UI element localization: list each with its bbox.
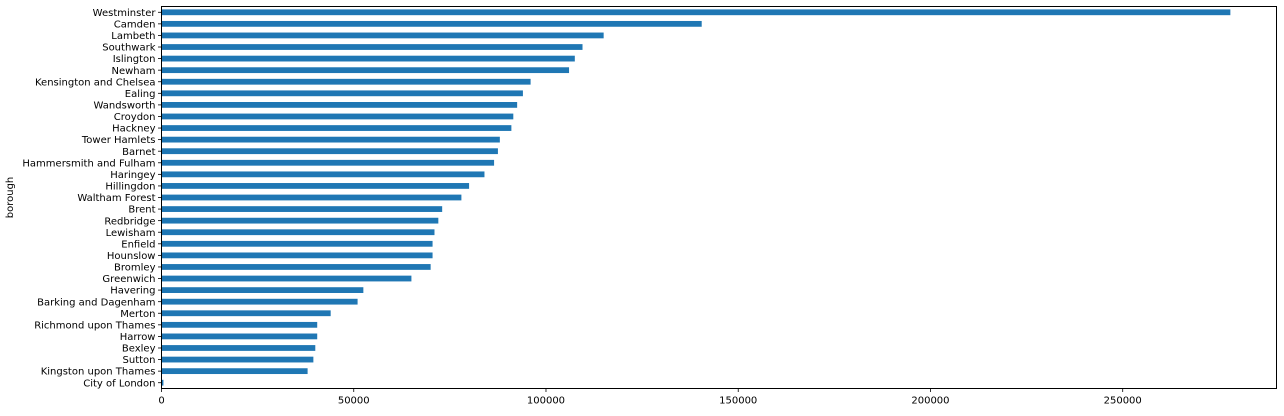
bar bbox=[161, 55, 575, 62]
bar bbox=[161, 321, 318, 328]
y-tick-label: Ealing bbox=[125, 89, 156, 100]
y-tick-label: Bexley bbox=[122, 344, 156, 355]
y-tick-label: Lambeth bbox=[111, 31, 155, 42]
y-tick-label: Greenwich bbox=[102, 274, 155, 285]
x-tick-label: 250000 bbox=[1104, 396, 1142, 407]
y-tick-label: Hammersmith and Fulham bbox=[22, 158, 155, 169]
y-tick-label: Merton bbox=[120, 309, 155, 320]
bar bbox=[161, 229, 435, 236]
y-tick-label: Hackney bbox=[112, 124, 155, 135]
x-tick-label: 0 bbox=[158, 396, 164, 407]
y-tick-label: Croydon bbox=[114, 112, 156, 123]
y-tick-label: Camden bbox=[114, 19, 156, 30]
y-tick-label: Kensington and Chelsea bbox=[35, 77, 156, 88]
y-tick-label: Sutton bbox=[123, 355, 156, 366]
y-tick-label: Kingston upon Thames bbox=[41, 367, 156, 378]
bar bbox=[161, 171, 485, 178]
y-tick-label: Bromley bbox=[114, 263, 156, 274]
bar bbox=[161, 113, 514, 120]
bar bbox=[161, 67, 570, 74]
bar bbox=[161, 183, 470, 189]
bar bbox=[161, 44, 583, 50]
bar bbox=[161, 333, 318, 340]
y-tick-label: Hillingdon bbox=[105, 182, 155, 193]
bar bbox=[161, 356, 314, 363]
y-tick-label: Lewisham bbox=[106, 228, 156, 239]
bar bbox=[161, 32, 604, 39]
y-tick-label: Brent bbox=[128, 205, 155, 216]
y-tick-label: Hounslow bbox=[107, 251, 156, 262]
y-axis-label: borough bbox=[5, 177, 16, 219]
bar bbox=[161, 240, 433, 247]
y-tick-label: Enfield bbox=[121, 239, 155, 250]
bar bbox=[161, 217, 439, 224]
bar bbox=[161, 310, 331, 317]
bar bbox=[161, 298, 358, 305]
bar bbox=[161, 78, 531, 85]
y-tick-label: Wandsworth bbox=[94, 100, 156, 111]
bar bbox=[161, 206, 443, 212]
x-tick-label: 100000 bbox=[527, 396, 565, 407]
y-tick-label: Havering bbox=[110, 286, 155, 297]
bars-group bbox=[161, 9, 1231, 386]
x-tick-label: 50000 bbox=[338, 396, 370, 407]
y-tick-label: Islington bbox=[113, 54, 156, 65]
bar bbox=[161, 264, 431, 270]
y-tick-label: Harrow bbox=[120, 332, 156, 343]
bar bbox=[161, 379, 164, 386]
y-tick-label: Newham bbox=[111, 66, 155, 77]
x-tick-label: 150000 bbox=[719, 396, 757, 407]
bar bbox=[161, 125, 512, 131]
y-axis-ticks: WestminsterCamdenLambethSouthwarkIslingt… bbox=[22, 8, 162, 389]
bar bbox=[161, 20, 702, 27]
y-tick-label: Redbridge bbox=[104, 216, 155, 227]
bar bbox=[161, 287, 364, 293]
y-tick-label: Tower Hamlets bbox=[81, 135, 156, 146]
y-tick-label: Westminster bbox=[93, 8, 157, 19]
bar bbox=[161, 194, 462, 201]
bar bbox=[161, 252, 433, 259]
plot-frame bbox=[161, 6, 1277, 389]
x-tick-label: 200000 bbox=[911, 396, 949, 407]
bar bbox=[161, 148, 498, 155]
y-tick-label: Richmond upon Thames bbox=[34, 320, 155, 331]
bar bbox=[161, 9, 1231, 16]
bar bbox=[161, 136, 500, 143]
bar bbox=[161, 345, 316, 351]
y-tick-label: Southwark bbox=[102, 43, 155, 54]
y-tick-label: Haringey bbox=[110, 170, 155, 181]
bar bbox=[161, 159, 495, 166]
bar bbox=[161, 102, 518, 108]
y-tick-label: Waltham Forest bbox=[77, 193, 155, 204]
y-tick-label: City of London bbox=[83, 378, 155, 389]
bar bbox=[161, 90, 523, 97]
y-tick-label: Barnet bbox=[122, 147, 155, 158]
bar bbox=[161, 368, 308, 375]
bar bbox=[161, 275, 412, 282]
x-axis-ticks: 0 50000 100000 150000 200000 250000 bbox=[158, 388, 1142, 407]
y-tick-label: Barking and Dagenham bbox=[37, 297, 155, 308]
